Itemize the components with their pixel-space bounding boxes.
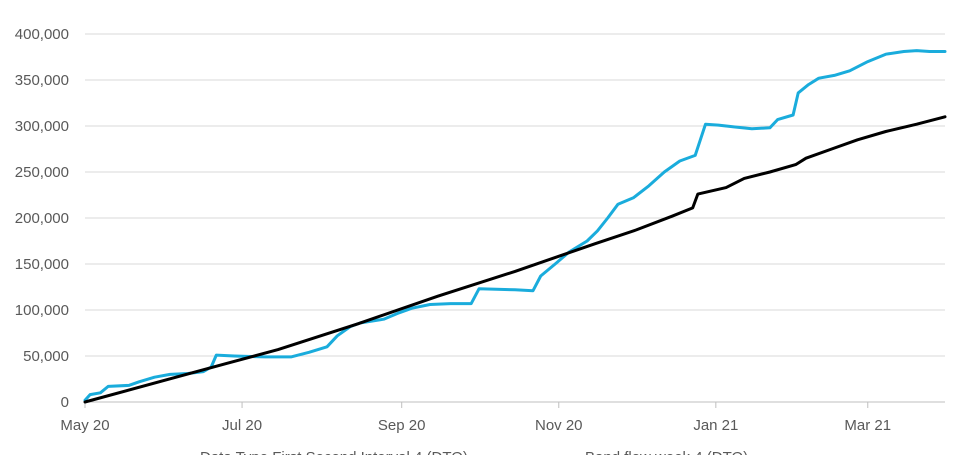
y-tick-label: 400,000 xyxy=(15,26,69,43)
x-tick-label: Mar 21 xyxy=(844,417,891,434)
x-tick-label: Jul 20 xyxy=(222,417,262,434)
axes: 0 50,000 100,000 150,000 200,000 250,000 300,0… xyxy=(15,26,945,434)
gridlines xyxy=(85,33,945,357)
series-lines xyxy=(83,49,947,404)
x-tick-label: Nov 20 xyxy=(535,417,583,434)
legend-label-2: Band flow week 4 (DTO) xyxy=(585,449,748,455)
y-tick-label: 0 xyxy=(61,394,69,411)
y-tick-label: 350,000 xyxy=(15,72,69,89)
y-tick-label: 150,000 xyxy=(15,256,69,273)
y-tick-label: 300,000 xyxy=(15,118,69,135)
x-tick-label: Jan 21 xyxy=(693,417,738,434)
x-tick-label: Sep 20 xyxy=(378,417,426,434)
x-tick-label: May 20 xyxy=(60,417,109,434)
series-line-1 xyxy=(83,49,947,402)
legend: Data Type First Second Interval 4 (DTO) B… xyxy=(200,449,748,455)
legend-label-1: Data Type First Second Interval 4 (DTO) xyxy=(200,449,468,455)
y-tick-label: 200,000 xyxy=(15,210,69,227)
y-tick-label: 250,000 xyxy=(15,164,69,181)
y-tick-label: 100,000 xyxy=(15,302,69,319)
y-tick-label: 50,000 xyxy=(23,348,69,365)
series-line-2 xyxy=(83,115,947,404)
